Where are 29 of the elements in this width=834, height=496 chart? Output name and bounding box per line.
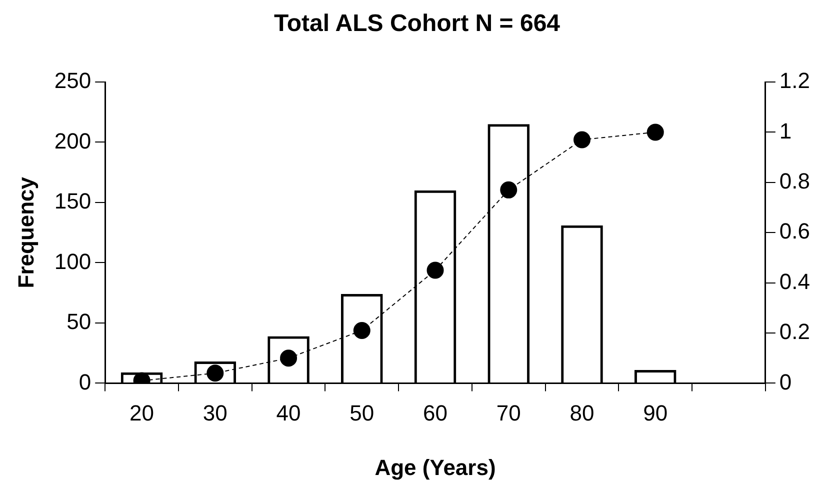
point bbox=[426, 262, 444, 279]
y-tick-label: 100 bbox=[54, 248, 92, 274]
x-tick-label: 90 bbox=[643, 400, 668, 426]
y2-tick-label: 1.2 bbox=[779, 68, 810, 94]
x-tick-label: 60 bbox=[423, 400, 448, 426]
y-axis-title: Frequency bbox=[13, 176, 38, 288]
x-tick-label: 70 bbox=[496, 400, 521, 426]
y2-tick-label: 0 bbox=[779, 369, 792, 394]
x-tick-label: 40 bbox=[276, 400, 301, 426]
y-tick-label: 250 bbox=[54, 68, 92, 94]
x-tick-label: 50 bbox=[350, 400, 374, 426]
x-tick-label: 20 bbox=[130, 400, 154, 426]
x-tick-label: 30 bbox=[202, 400, 228, 426]
point bbox=[646, 124, 664, 141]
x-tick-label: 80 bbox=[570, 400, 594, 426]
y-tick-label: 150 bbox=[54, 188, 92, 214]
chart-title: Total ALS Cohort N = 664 bbox=[272, 10, 562, 38]
y-tick-label: 0 bbox=[78, 369, 92, 394]
y2-tick-label: 0.4 bbox=[779, 268, 810, 294]
y-tick-label: 200 bbox=[54, 128, 92, 154]
point bbox=[353, 322, 370, 339]
x-axis-title: Age (Years) bbox=[374, 454, 496, 480]
y2-tick-label: 0.6 bbox=[779, 218, 810, 244]
point bbox=[500, 181, 518, 198]
y2-tick-label: 0.2 bbox=[779, 319, 810, 344]
y-tick-label: 50 bbox=[66, 309, 92, 334]
y2-tick-label: 1 bbox=[779, 118, 792, 144]
y2-tick-label: 0.8 bbox=[779, 168, 810, 194]
point bbox=[573, 131, 590, 148]
